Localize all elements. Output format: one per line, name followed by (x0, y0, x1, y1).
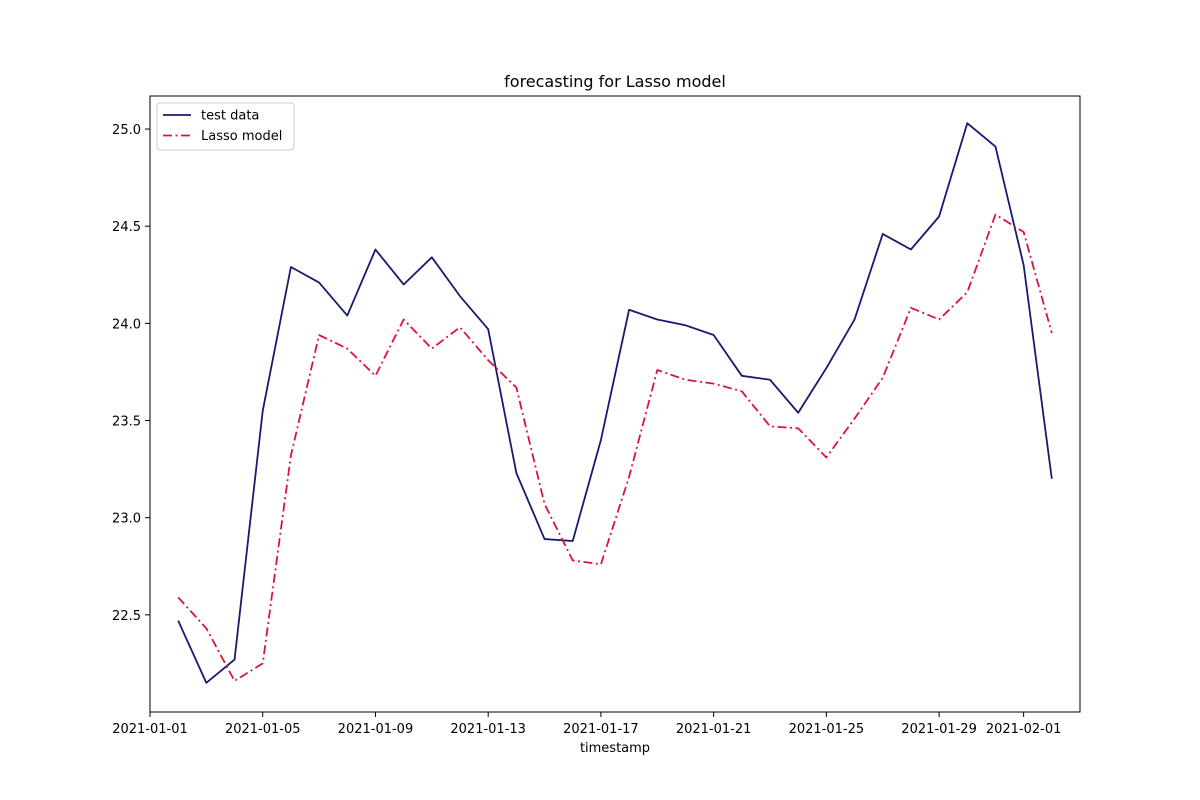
y-tick-label: 24.5 (112, 220, 141, 235)
x-tick-label: 2021-01-01 (112, 722, 188, 737)
x-tick-label: 2021-01-13 (450, 722, 526, 737)
series-line-1 (177, 213, 1053, 682)
y-tick-label: 25.0 (112, 123, 141, 138)
y-tick-label: 23.5 (112, 415, 141, 430)
legend: test data Lasso model (156, 102, 295, 151)
y-tick-label: 23.0 (112, 512, 141, 527)
x-axis: 2021-01-01 2021-01-05 2021-01-09 2021-01-13… (112, 712, 1061, 737)
series-line-0 (177, 122, 1053, 684)
y-tick-label: 24.0 (112, 317, 141, 332)
x-tick-label: 2021-01-05 (225, 722, 301, 737)
legend-label: test data (201, 109, 259, 124)
x-tick-label: 2021-02-01 (986, 722, 1062, 737)
x-axis-label: timestamp (580, 741, 650, 756)
x-tick-label: 2021-01-29 (901, 722, 977, 737)
legend-box (156, 102, 295, 151)
x-tick-label: 2021-01-21 (676, 722, 752, 737)
y-axis: 22.5 23.0 23.5 24.0 24.5 25.0 (112, 123, 150, 624)
x-tick-label: 2021-01-09 (338, 722, 414, 737)
y-tick-label: 22.5 (112, 609, 141, 624)
x-tick-label: 2021-01-17 (563, 722, 639, 737)
series-layer (177, 122, 1053, 684)
plot-area-frame (149, 95, 1081, 713)
chart-title: forecasting for Lasso model (504, 72, 726, 91)
legend-label: Lasso model (201, 129, 282, 144)
x-tick-label: 2021-01-25 (789, 722, 865, 737)
